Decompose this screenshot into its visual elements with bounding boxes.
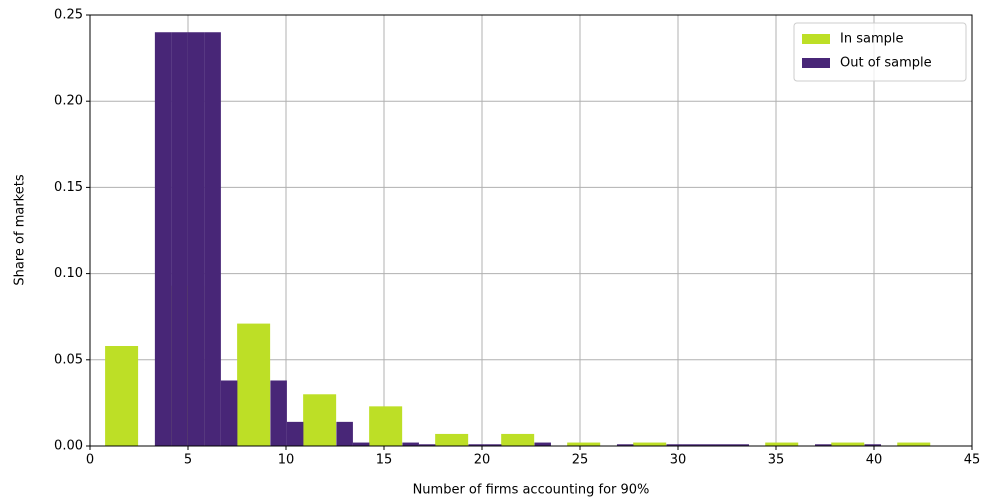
bar	[187, 32, 205, 447]
legend-swatch	[802, 34, 830, 44]
legend-swatch	[802, 58, 830, 68]
bar	[765, 442, 799, 446]
bar	[732, 444, 749, 446]
bar	[567, 442, 601, 446]
bar	[105, 346, 139, 446]
bar	[666, 444, 683, 446]
x-tick-label: 45	[964, 453, 981, 468]
x-tick-label: 15	[376, 453, 393, 468]
y-tick-label: 0.05	[54, 352, 83, 367]
bar	[286, 421, 304, 446]
bar	[616, 444, 634, 446]
y-tick-label: 0.00	[54, 439, 83, 454]
bar	[352, 442, 370, 446]
bar	[897, 442, 931, 446]
x-tick-label: 30	[670, 453, 687, 468]
bar	[484, 444, 502, 446]
bar	[715, 444, 733, 446]
bar	[633, 442, 667, 446]
x-tick-label: 0	[86, 453, 94, 468]
y-axis-label: Share of markets	[13, 174, 28, 285]
y-tick-label: 0.10	[54, 266, 83, 281]
bar	[435, 433, 469, 446]
x-axis-label: Number of firms accounting for 90%	[413, 483, 650, 498]
legend-box	[793, 22, 967, 82]
legend-label: In sample	[840, 32, 903, 47]
bar	[864, 444, 882, 446]
y-tick-label: 0.25	[54, 8, 83, 23]
bar	[501, 433, 535, 446]
bar	[204, 32, 221, 447]
x-tick-label: 5	[184, 453, 192, 468]
bar	[534, 442, 551, 446]
bar	[369, 406, 403, 446]
bar	[303, 394, 337, 446]
y-tick-label: 0.15	[54, 180, 83, 195]
bar	[171, 32, 188, 447]
bar	[402, 442, 419, 446]
bar	[699, 444, 716, 446]
bar	[831, 442, 865, 446]
bar	[220, 380, 238, 446]
bar	[468, 444, 485, 446]
plot-frame	[89, 14, 973, 447]
bar	[418, 444, 436, 446]
x-tick-label: 35	[768, 453, 785, 468]
x-tick-label: 10	[278, 453, 295, 468]
bar	[154, 32, 172, 447]
x-tick-label: 40	[866, 453, 883, 468]
x-tick-label: 25	[572, 453, 589, 468]
bar	[815, 444, 832, 446]
bar	[682, 444, 700, 446]
bar	[270, 380, 287, 446]
bar	[336, 421, 353, 446]
bar	[237, 323, 271, 446]
legend-label: Out of sample	[840, 56, 932, 71]
x-tick-label: 20	[474, 453, 491, 468]
y-tick-label: 0.20	[54, 94, 83, 109]
